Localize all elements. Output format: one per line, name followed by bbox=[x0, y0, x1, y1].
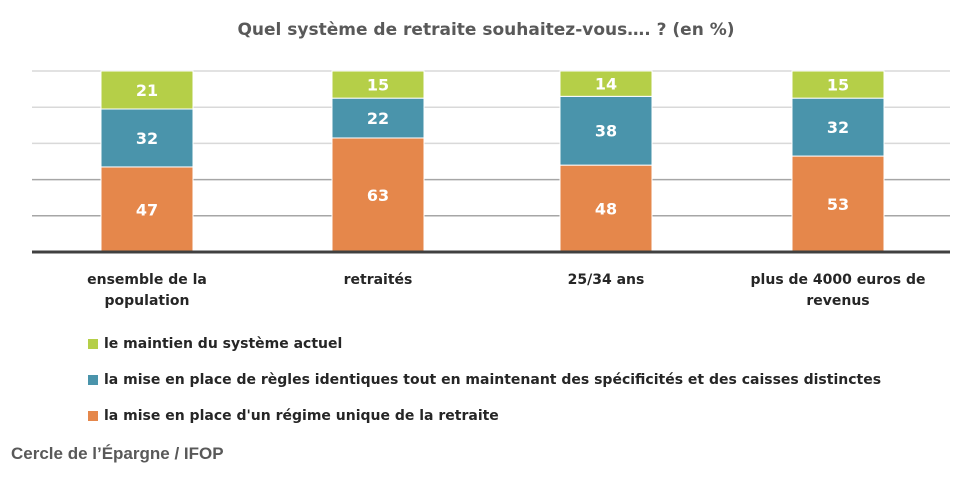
data-label: 38 bbox=[595, 122, 617, 141]
legend-item-regime-unique: la mise en place d'un régime unique de l… bbox=[88, 408, 499, 424]
bar-segment bbox=[100, 166, 194, 253]
data-label: 15 bbox=[827, 76, 849, 95]
bar-segment bbox=[559, 70, 653, 97]
data-label: 22 bbox=[367, 109, 389, 128]
bar-segment bbox=[331, 137, 425, 253]
source-note: Cercle de l’Épargne / IFOP bbox=[11, 444, 224, 463]
legend-item-maintien: le maintien du système actuel bbox=[88, 336, 342, 352]
chart-title: Quel système de retraite souhaitez-vous…… bbox=[237, 20, 735, 40]
stacked-bar-chart: 47 32 21 ensemble de la population 63 22 15 retr… bbox=[32, 70, 950, 309]
bar-segment bbox=[100, 70, 194, 110]
data-label: 15 bbox=[367, 76, 389, 95]
x-tick-label: retraités bbox=[344, 272, 413, 288]
legend-item-regles-identiques: la mise en place de règles identiques to… bbox=[88, 372, 881, 388]
x-tick-label: revenus bbox=[806, 293, 869, 309]
x-tick-label: population bbox=[105, 293, 190, 309]
legend-swatch bbox=[88, 411, 98, 421]
data-label: 14 bbox=[595, 75, 617, 94]
bar-segment bbox=[100, 108, 194, 168]
legend-label: le maintien du système actuel bbox=[104, 336, 343, 352]
x-tick-label: 25/34 ans bbox=[568, 272, 645, 288]
legend-swatch bbox=[88, 375, 98, 385]
data-label: 21 bbox=[136, 81, 158, 100]
x-tick-label: plus de 4000 euros de bbox=[751, 272, 926, 288]
legend-swatch bbox=[88, 339, 98, 349]
data-label: 63 bbox=[367, 186, 389, 205]
data-label: 47 bbox=[136, 200, 158, 219]
legend-label: la mise en place de règles identiques to… bbox=[104, 372, 882, 388]
bar-segment bbox=[331, 97, 425, 139]
bar-segment bbox=[791, 97, 885, 157]
legend-label: la mise en place d'un régime unique de l… bbox=[104, 408, 499, 424]
bar-segment bbox=[791, 70, 885, 99]
bar-segment bbox=[791, 155, 885, 253]
x-tick-label: ensemble de la bbox=[87, 272, 207, 288]
bar-segment bbox=[331, 70, 425, 99]
data-label: 53 bbox=[827, 195, 849, 214]
data-label: 32 bbox=[136, 129, 158, 148]
data-label: 48 bbox=[595, 200, 617, 219]
data-label: 32 bbox=[827, 118, 849, 137]
